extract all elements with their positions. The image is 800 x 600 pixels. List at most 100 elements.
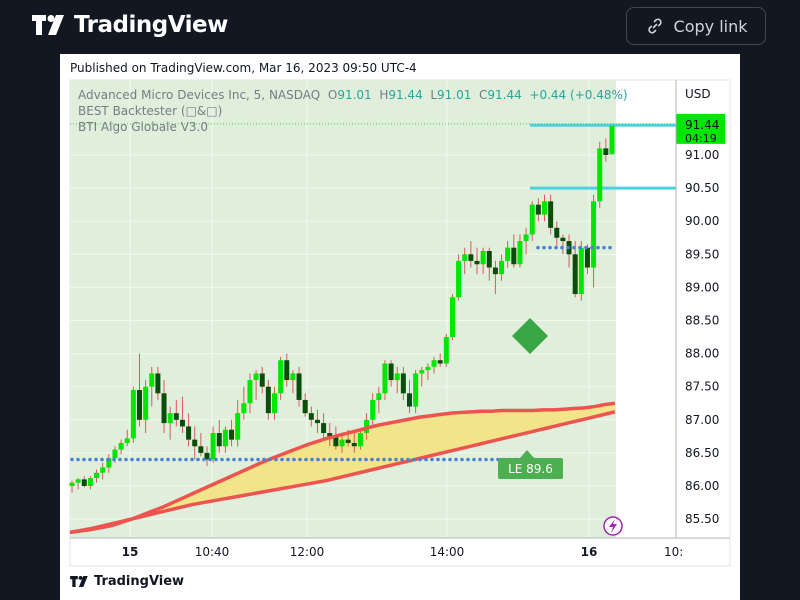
support-dot — [316, 457, 320, 462]
open-label: O — [327, 88, 338, 102]
candle-body — [468, 254, 474, 261]
support-dot — [472, 457, 476, 462]
candle-body — [370, 399, 376, 420]
support-dot — [136, 457, 140, 462]
support-dot — [250, 457, 254, 462]
candle-body — [609, 125, 615, 155]
indicator-2-label[interactable]: BTI Algo Globale V3.0 — [78, 120, 209, 134]
signal-label-box — [498, 458, 563, 479]
support-dot — [460, 457, 464, 462]
price-tick-label: 86.50 — [685, 446, 719, 460]
candle-body — [542, 201, 547, 215]
price-tick-label: 89.50 — [685, 247, 719, 261]
support-dot — [268, 457, 272, 462]
footer-logo[interactable]: TradingView — [70, 574, 184, 589]
price-axis: 85.50 86.00 86.50 87.00 87.50 88.00 88.50 89.00… — [685, 148, 719, 526]
moving-average-lines — [69, 401, 616, 535]
support-dot — [88, 457, 92, 462]
candles-layer — [69, 125, 615, 493]
price-badge-value: 91.44 — [685, 118, 719, 132]
support-dot — [436, 457, 440, 462]
candle-body — [560, 237, 566, 242]
candle-body — [247, 380, 253, 404]
price-tick-label: 87.00 — [685, 413, 719, 427]
support-dot — [124, 457, 128, 462]
copy-link-button[interactable]: Copy link — [626, 7, 766, 45]
indicator-1-label[interactable]: BEST Backtester (□&□) — [78, 104, 223, 118]
candle-body — [505, 247, 511, 261]
support-dot — [376, 457, 380, 462]
time-tick-label: 14:00 — [430, 545, 465, 559]
candle-body — [357, 433, 363, 447]
candle-body — [124, 438, 130, 443]
candle-body — [222, 429, 228, 447]
support-dot-upper — [608, 245, 612, 250]
support-dot — [430, 457, 434, 462]
candle-body — [155, 373, 161, 394]
candle-body — [179, 419, 185, 427]
support-dot — [340, 457, 344, 462]
candle-body — [431, 360, 437, 367]
support-dot — [442, 457, 446, 462]
change-value: +0.44 (+0.48%) — [529, 88, 628, 102]
link-icon — [647, 18, 662, 34]
candle-body — [100, 467, 106, 473]
candle-body — [161, 393, 167, 424]
support-dot — [160, 457, 164, 462]
support-dot — [196, 457, 200, 462]
support-dot — [238, 457, 242, 462]
support-dot — [166, 457, 170, 462]
time-tick-label: 16 — [581, 545, 598, 559]
footer-brand: TradingView — [94, 574, 185, 589]
support-dot — [112, 457, 116, 462]
candle-body — [94, 472, 100, 479]
ma-line-1 — [69, 401, 616, 535]
price-tick-label: 85.50 — [685, 512, 719, 526]
support-dot — [418, 457, 422, 462]
brand-logo[interactable]: TradingView — [32, 12, 228, 38]
candle-body — [511, 247, 517, 265]
candle-body — [149, 373, 155, 387]
candle-body — [449, 297, 455, 338]
candle-body — [339, 439, 345, 447]
chart-card: Published on TradingView.com, Mar 16, 20… — [60, 54, 740, 600]
candle-body — [216, 433, 222, 447]
price-tick-label: 89.00 — [685, 280, 719, 294]
copy-link-label: Copy link — [673, 16, 748, 36]
support-dot-upper — [584, 245, 588, 250]
candle-body — [321, 423, 327, 434]
candle-body — [118, 442, 124, 450]
horizontal-levels — [70, 123, 676, 190]
candle-body — [548, 201, 554, 228]
support-dot — [130, 457, 134, 462]
support-dot — [310, 457, 314, 462]
chart-legend: Advanced Micro Devices Inc, 5, NASDAQ O9… — [78, 87, 628, 135]
candle-body — [137, 390, 142, 420]
support-dot — [322, 457, 326, 462]
price-tick-label: 90.00 — [685, 214, 719, 228]
price-tick-label: 90.50 — [685, 181, 719, 195]
support-dot — [334, 457, 338, 462]
support-dot — [364, 457, 368, 462]
candle-body — [572, 254, 578, 295]
candle-body — [499, 260, 505, 275]
candle-body — [290, 373, 296, 381]
support-dot-upper — [572, 245, 576, 250]
symbol-line: Advanced Micro Devices Inc, 5, NASDAQ O9… — [78, 87, 628, 103]
ma-fill-area — [70, 403, 615, 533]
support-dot — [328, 457, 332, 462]
candle-body — [192, 439, 198, 447]
support-dot — [478, 457, 482, 462]
support-dot — [214, 457, 218, 462]
candle-body — [584, 247, 590, 268]
support-dot — [382, 457, 386, 462]
candle-body — [81, 479, 87, 486]
open-value: 91.01 — [337, 88, 372, 102]
candle-body — [106, 458, 112, 468]
tradingview-logo-icon — [32, 15, 64, 35]
candle-body — [284, 360, 290, 381]
candle-body — [259, 373, 265, 387]
candle-body — [302, 399, 308, 414]
